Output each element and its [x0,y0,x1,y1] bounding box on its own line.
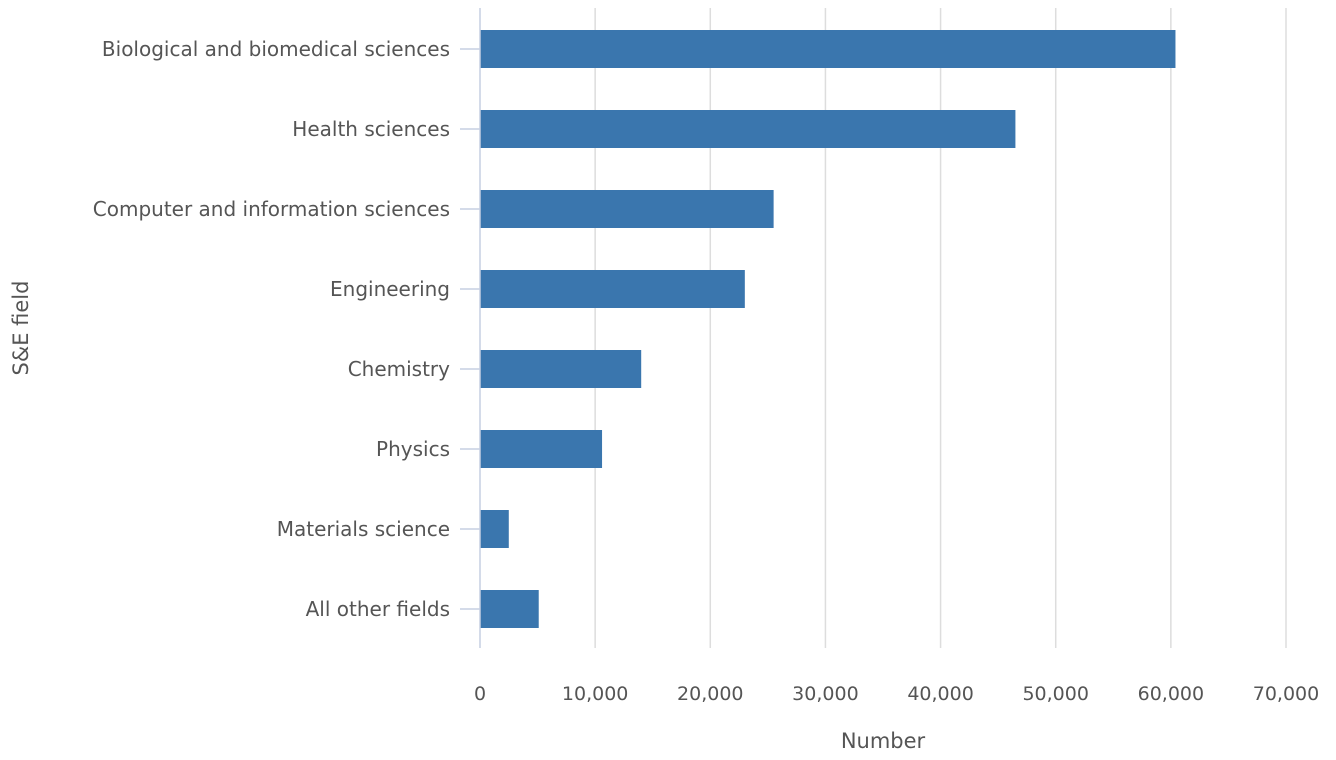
bar [480,30,1176,68]
category-labels: Biological and biomedical sciences Health… [93,37,450,621]
bar [480,350,642,388]
grid-lines [594,8,1287,648]
category-label: Health sciences [292,117,450,141]
x-tick-label: 70,000 [1253,683,1319,705]
x-tick-label: 60,000 [1138,683,1204,705]
y-axis [460,8,481,648]
category-label: All other fields [306,597,450,621]
bar [480,110,1016,148]
bar [480,430,603,468]
y-axis-title: S&E field [9,281,33,376]
x-tick-label: 20,000 [677,683,743,705]
category-label: Biological and biomedical sciences [102,37,450,61]
x-axis-title: Number [841,729,926,753]
x-tick-label: 40,000 [907,683,973,705]
bar [480,590,539,628]
category-label: Chemistry [348,357,450,381]
bar [480,510,509,548]
x-tick-label: 30,000 [792,683,858,705]
category-label: Engineering [330,277,450,301]
x-tick-labels: 0 10,000 20,000 30,000 40,000 50,000 60,000 70,… [474,683,1319,705]
x-tick-label: 10,000 [562,683,628,705]
x-tick-label: 50,000 [1022,683,1088,705]
bar [480,190,774,228]
category-label: Physics [376,437,450,461]
category-label: Computer and information sciences [93,197,450,221]
category-label: Materials science [277,517,450,541]
x-tick-label: 0 [474,683,486,705]
bars [480,30,1176,628]
bar [480,270,745,308]
